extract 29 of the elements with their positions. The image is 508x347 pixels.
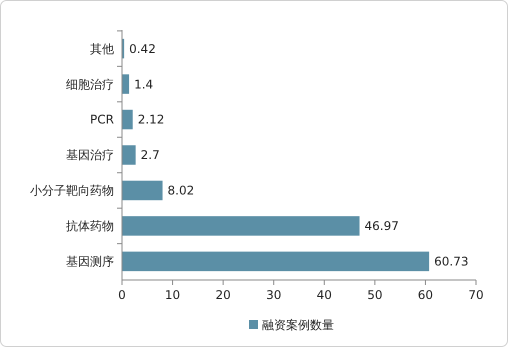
- data-label: 0.42: [129, 42, 156, 56]
- bar: [122, 180, 163, 200]
- y-tick-label: 其他: [90, 42, 114, 56]
- x-tick-label: 10: [164, 288, 180, 302]
- data-label: 60.73: [434, 254, 468, 269]
- x-tick-label: 0: [118, 288, 126, 302]
- y-tick-label: 基因测序: [66, 254, 114, 269]
- y-tick-label: 基因治疗: [66, 148, 114, 162]
- x-tick-label: 30: [266, 288, 282, 302]
- y-tick-label: 小分子靶向药物: [30, 184, 114, 198]
- y-tick-label: PCR: [90, 112, 114, 127]
- bar: [122, 74, 130, 94]
- data-label: 46.97: [364, 219, 399, 234]
- data-label: 8.02: [168, 184, 194, 198]
- y-tick-label: 细胞治疗: [66, 77, 114, 92]
- bar: [122, 252, 430, 272]
- legend-label: 融资案例数量: [262, 318, 334, 332]
- x-tick-label: 50: [367, 288, 382, 302]
- x-tick-label: 40: [316, 288, 332, 302]
- x-tick-label: 70: [468, 288, 484, 302]
- bar: [122, 110, 133, 130]
- x-tick-label: 20: [216, 288, 231, 302]
- data-label: 1.4: [134, 77, 154, 92]
- data-label: 2.12: [138, 112, 164, 127]
- bar: [122, 216, 360, 236]
- y-tick-label: 抗体药物: [66, 219, 114, 234]
- x-tick-label: 60: [418, 288, 434, 302]
- bar: [122, 145, 136, 165]
- data-label: 2.7: [140, 148, 160, 162]
